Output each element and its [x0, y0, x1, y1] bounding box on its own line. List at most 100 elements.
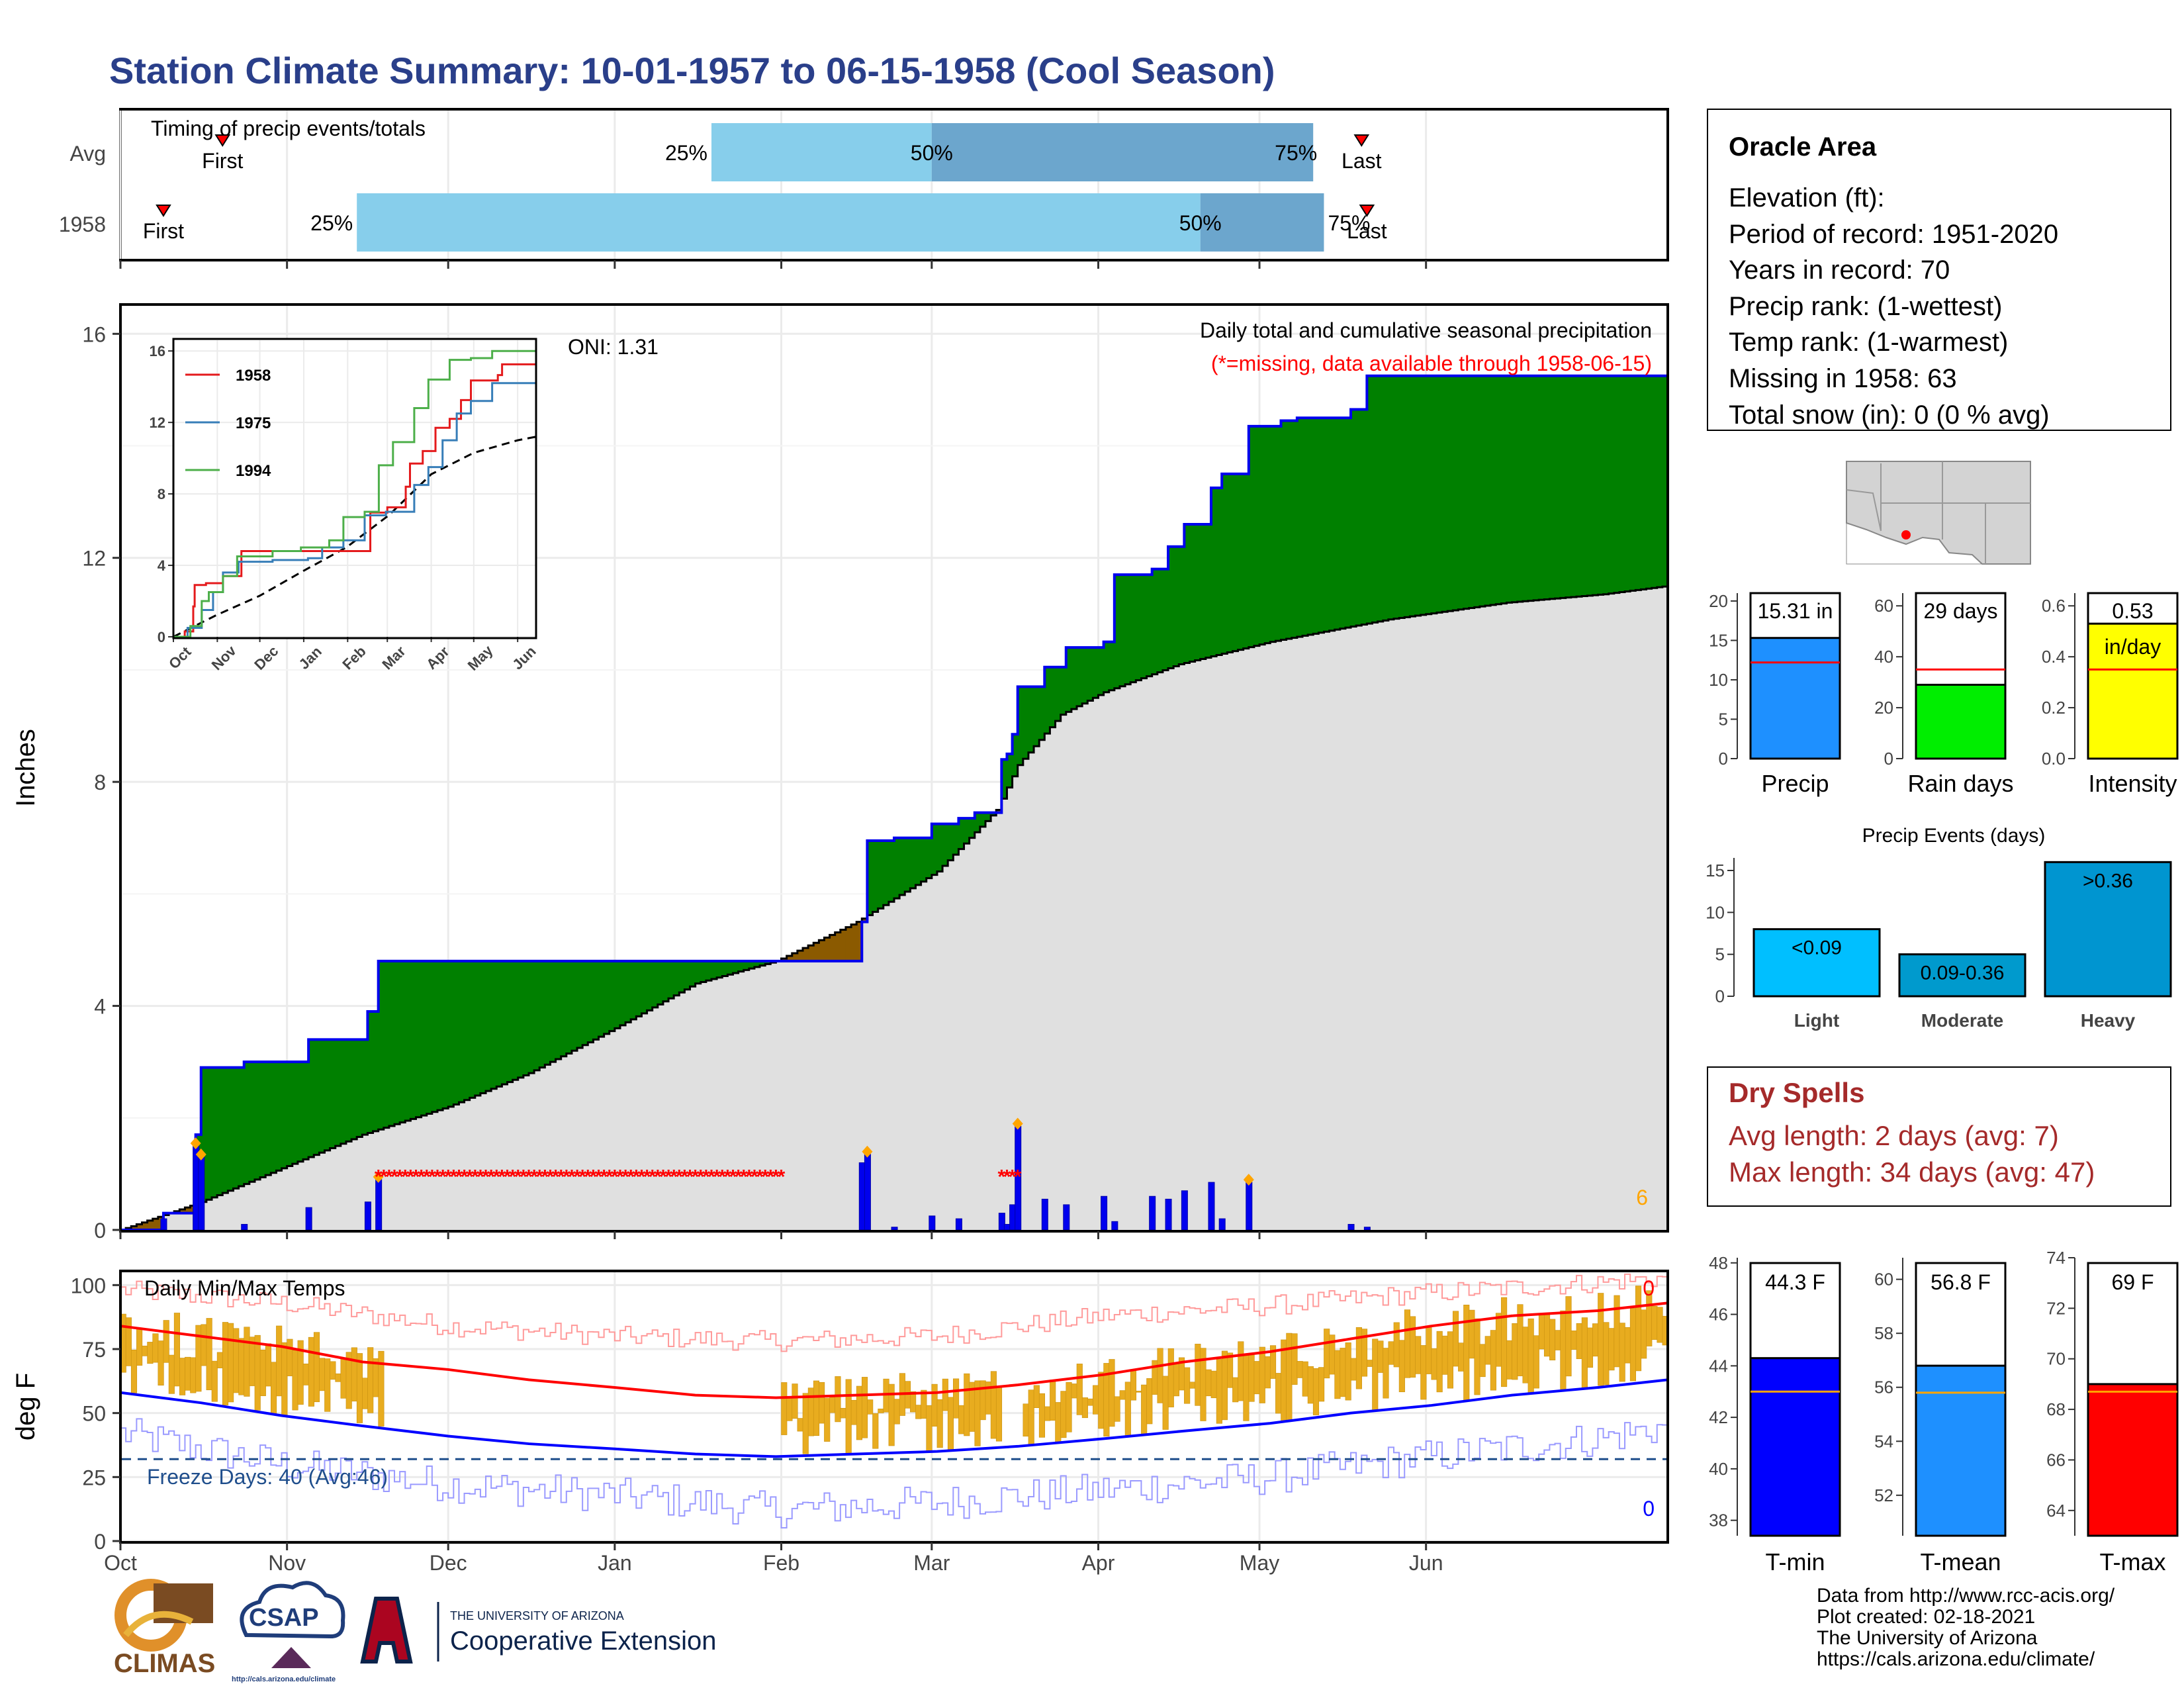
above-average-area — [1383, 375, 1389, 621]
daily-temp-range-bar — [1420, 1345, 1427, 1400]
daily-temp-range-bar — [1130, 1369, 1137, 1401]
footer-line: https://cals.arizona.edu/climate/ — [1817, 1648, 2095, 1670]
daily-temp-range-bar — [1388, 1341, 1394, 1365]
daily-temp-range-bar — [786, 1397, 793, 1421]
daily-temp-range-bar — [995, 1385, 1003, 1442]
daily-temp-range-bar — [185, 1356, 191, 1391]
daily-precip-bar — [1208, 1182, 1215, 1231]
timing-pct-label: 75% — [1328, 211, 1370, 235]
above-average-area — [1098, 647, 1105, 696]
daily-temp-range-bar — [1555, 1330, 1561, 1350]
above-average-area — [1544, 375, 1551, 600]
above-average-area — [228, 1067, 234, 1191]
event-category-label: Light — [1794, 1010, 1839, 1031]
above-average-area — [1619, 375, 1625, 592]
below-average-area — [824, 937, 831, 961]
daily-temp-range-bar — [1307, 1366, 1314, 1404]
above-average-area — [700, 961, 707, 982]
timing-bar-25-50 — [357, 193, 1201, 252]
above-average-area — [324, 1039, 331, 1150]
temp-summary-ytick-label: 58 — [1874, 1323, 1893, 1343]
below-average-area — [862, 918, 868, 922]
last-marker-icon — [1359, 205, 1375, 217]
above-average-area — [1077, 647, 1083, 706]
above-average-area — [905, 837, 911, 892]
missing-note: (*=missing, data available through 1958-… — [1211, 352, 1652, 375]
above-average-area — [378, 961, 385, 1130]
above-average-area — [657, 961, 664, 1005]
above-average-area — [281, 1062, 288, 1168]
daily-temp-range-bar — [1543, 1314, 1551, 1357]
month-tick-label: Mar — [913, 1551, 950, 1575]
daily-temp-range-bar — [1651, 1305, 1658, 1340]
daily-temp-range-bar — [1404, 1309, 1411, 1378]
above-average-area — [1404, 375, 1410, 618]
missing-day-marker: * — [487, 1166, 495, 1188]
daily-temp-range-bar — [1281, 1339, 1287, 1421]
missing-day-marker: * — [654, 1166, 662, 1188]
above-average-area — [1119, 575, 1126, 686]
above-average-area — [345, 1039, 352, 1142]
below-average-area — [802, 948, 809, 961]
event-category-label: Moderate — [1921, 1010, 2003, 1031]
daily-temp-range-bar — [947, 1397, 954, 1450]
above-average-area — [1576, 375, 1582, 597]
daily-temp-range-bar — [1367, 1360, 1373, 1367]
missing-day-marker: * — [525, 1166, 533, 1188]
missing-day-marker: * — [461, 1166, 469, 1188]
precip-events-chart: Precip Events (days) 0 5 10 15 <0.09 Light 0.0… — [1706, 825, 2172, 1031]
daily-temp-range-bar — [367, 1347, 374, 1413]
above-average-area — [555, 961, 562, 1059]
daily-temp-range-bar — [813, 1380, 820, 1436]
daily-precip-bar — [160, 1218, 167, 1231]
daily-temp-range-bar — [1028, 1389, 1034, 1445]
above-average-area — [931, 823, 938, 875]
missing-day-marker: * — [590, 1166, 598, 1188]
daily-precip-bar — [1165, 1198, 1172, 1231]
daily-temp-range-bar — [206, 1318, 212, 1391]
above-average-area — [496, 961, 502, 1087]
daily-temp-range-bar — [1033, 1385, 1040, 1409]
timing-bar-50-75 — [1200, 193, 1324, 252]
missing-day-marker: * — [664, 1166, 672, 1188]
summary-value-label: 29 days — [1923, 599, 1997, 623]
daily-temp-range-bar — [1216, 1359, 1222, 1424]
daily-temp-range-bar — [1538, 1313, 1545, 1350]
daily-temp-range-bar — [254, 1335, 261, 1411]
daily-temp-range-bar — [330, 1361, 336, 1380]
above-average-area — [1420, 375, 1427, 615]
daily-temp-range-bar — [1109, 1359, 1115, 1427]
daily-precip-bar — [1218, 1218, 1226, 1231]
missing-day-marker: * — [729, 1166, 737, 1188]
above-average-area — [1625, 375, 1631, 592]
daily-temp-range-bar — [340, 1358, 347, 1399]
inset-border — [172, 338, 537, 639]
temp-summary-bar-t-min — [1749, 1357, 1841, 1537]
summary-ytick-label: 5 — [1719, 709, 1728, 729]
missing-day-marker: * — [568, 1166, 576, 1188]
timing-row-avg-label: Avg — [69, 142, 106, 165]
above-average-area — [888, 840, 895, 902]
climas-logo-text: CLIMAS — [114, 1649, 215, 1678]
above-average-area — [1275, 426, 1282, 641]
daily-temp-range-bar — [222, 1322, 229, 1405]
daily-temp-range-bar — [840, 1407, 846, 1419]
events-ytick-label: 5 — [1715, 945, 1725, 964]
daily-temp-range-bar — [1023, 1403, 1029, 1437]
daily-temp-range-bar — [1361, 1329, 1368, 1377]
daily-temp-range-bar — [1157, 1348, 1163, 1403]
above-average-area — [1141, 575, 1148, 679]
average-max-temp-line — [120, 1301, 1668, 1399]
daily-temp-range-bar — [1162, 1376, 1169, 1430]
precip-ytick-label: 16 — [82, 322, 106, 346]
above-average-area — [1527, 375, 1534, 601]
daily-temp-range-bar — [878, 1409, 884, 1413]
above-average-area — [684, 961, 691, 990]
above-average-area — [571, 961, 578, 1051]
below-average-area — [786, 955, 793, 961]
below-average-area — [851, 924, 857, 961]
daily-temp-range-bar — [1377, 1340, 1384, 1373]
precip-ytick-label: 8 — [94, 771, 106, 794]
above-average-area — [695, 961, 702, 984]
above-average-area — [453, 961, 460, 1105]
